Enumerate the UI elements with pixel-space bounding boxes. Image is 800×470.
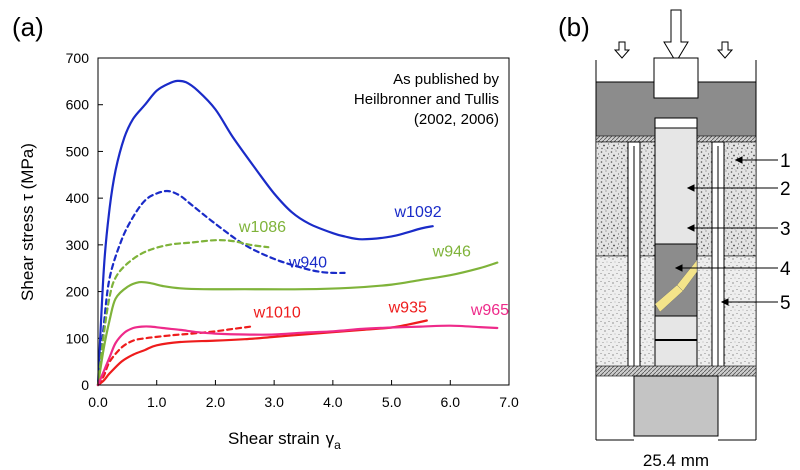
series-line-w1086 xyxy=(96,239,270,387)
callout-1: 1 xyxy=(780,151,791,172)
annotation-line-3: (2002, 2006) xyxy=(414,111,499,128)
series-line-w935 xyxy=(96,319,428,387)
publication-annotation: As published by Heilbronner and Tullis (… xyxy=(354,71,500,128)
series-labels: w1092 w940 w1086 w946 w1010 w935 w965 xyxy=(238,204,509,321)
series-label-w940: w940 xyxy=(288,254,327,271)
x-axis-label-text: Shear strain xyxy=(228,429,320,448)
callout-leaders xyxy=(674,156,778,306)
series-label-w1086: w1086 xyxy=(238,219,286,236)
y-tick-label: 400 xyxy=(66,190,90,206)
callout-5: 5 xyxy=(780,293,791,314)
stress-strain-chart: (a) 0.0 1.0 2.0 3.0 4.0 5.0 6.0 7.0 0 100 200 300 40… xyxy=(12,12,519,452)
y-tick-label: 100 xyxy=(66,330,90,346)
panel-label-b: (b) xyxy=(558,12,590,42)
x-tick-label: 5.0 xyxy=(382,394,402,410)
small-load-arrow-left-icon xyxy=(613,41,631,59)
lower-piston xyxy=(633,375,719,437)
series-line-w1010 xyxy=(96,325,252,387)
series-label-w935: w935 xyxy=(388,300,427,317)
panel-label-a: (a) xyxy=(12,12,44,42)
load-arrow-icons xyxy=(613,9,734,63)
annotation-line-1: As published by xyxy=(393,71,499,88)
piston-bore xyxy=(653,57,699,99)
series-line-w1092 xyxy=(96,79,434,387)
shear-zone-sample-lower xyxy=(654,284,684,313)
y-tick-label: 700 xyxy=(66,50,90,66)
series-label-w1092: w1092 xyxy=(394,204,442,221)
y-tick-label: 300 xyxy=(66,237,90,253)
y-tick-label: 0 xyxy=(81,377,89,393)
y-tick-label: 500 xyxy=(66,143,90,159)
plot-frame xyxy=(97,57,510,386)
x-tick-label: 2.0 xyxy=(206,394,226,410)
series-label-w1010: w1010 xyxy=(253,304,301,321)
column-cap xyxy=(654,117,698,129)
callout-4: 4 xyxy=(780,259,791,280)
small-load-arrow-right-icon xyxy=(716,41,734,59)
x-tick-label: 1.0 xyxy=(147,394,167,410)
series-line-w946 xyxy=(96,261,499,387)
x-tick-label: 4.0 xyxy=(323,394,343,410)
y-tick-label: 200 xyxy=(66,284,90,300)
x-axis-label: Shear strain γa xyxy=(228,429,341,452)
callout-2: 2 xyxy=(780,179,791,200)
series-line-w940 xyxy=(96,189,346,387)
lower-seal xyxy=(595,365,757,377)
x-axis-label-symbol: γ xyxy=(326,429,335,448)
dimension-label: 25.4 mm xyxy=(643,451,709,470)
large-load-arrow-icon xyxy=(663,9,689,63)
y-tick-label: 600 xyxy=(66,97,90,113)
x-tick-label: 3.0 xyxy=(264,394,284,410)
series-label-w965: w965 xyxy=(470,302,509,319)
apparatus-diagram: (b) xyxy=(558,9,791,470)
axis-ticks: 0.0 1.0 2.0 3.0 4.0 5.0 6.0 7.0 0 100 200 300 400 500… xyxy=(66,50,519,410)
data-series xyxy=(96,79,499,387)
x-axis-label-subscript: a xyxy=(334,438,341,452)
series-line-w965 xyxy=(96,324,499,387)
x-tick-label: 6.0 xyxy=(441,394,461,410)
callout-3: 3 xyxy=(780,219,791,240)
series-label-w946: w946 xyxy=(432,244,471,261)
x-tick-label: 0.0 xyxy=(88,394,108,410)
annotation-line-2: Heilbronner and Tullis xyxy=(354,91,499,108)
x-tick-label: 7.0 xyxy=(499,394,519,410)
y-axis-label: Shear stress τ (MPa) xyxy=(18,143,37,301)
